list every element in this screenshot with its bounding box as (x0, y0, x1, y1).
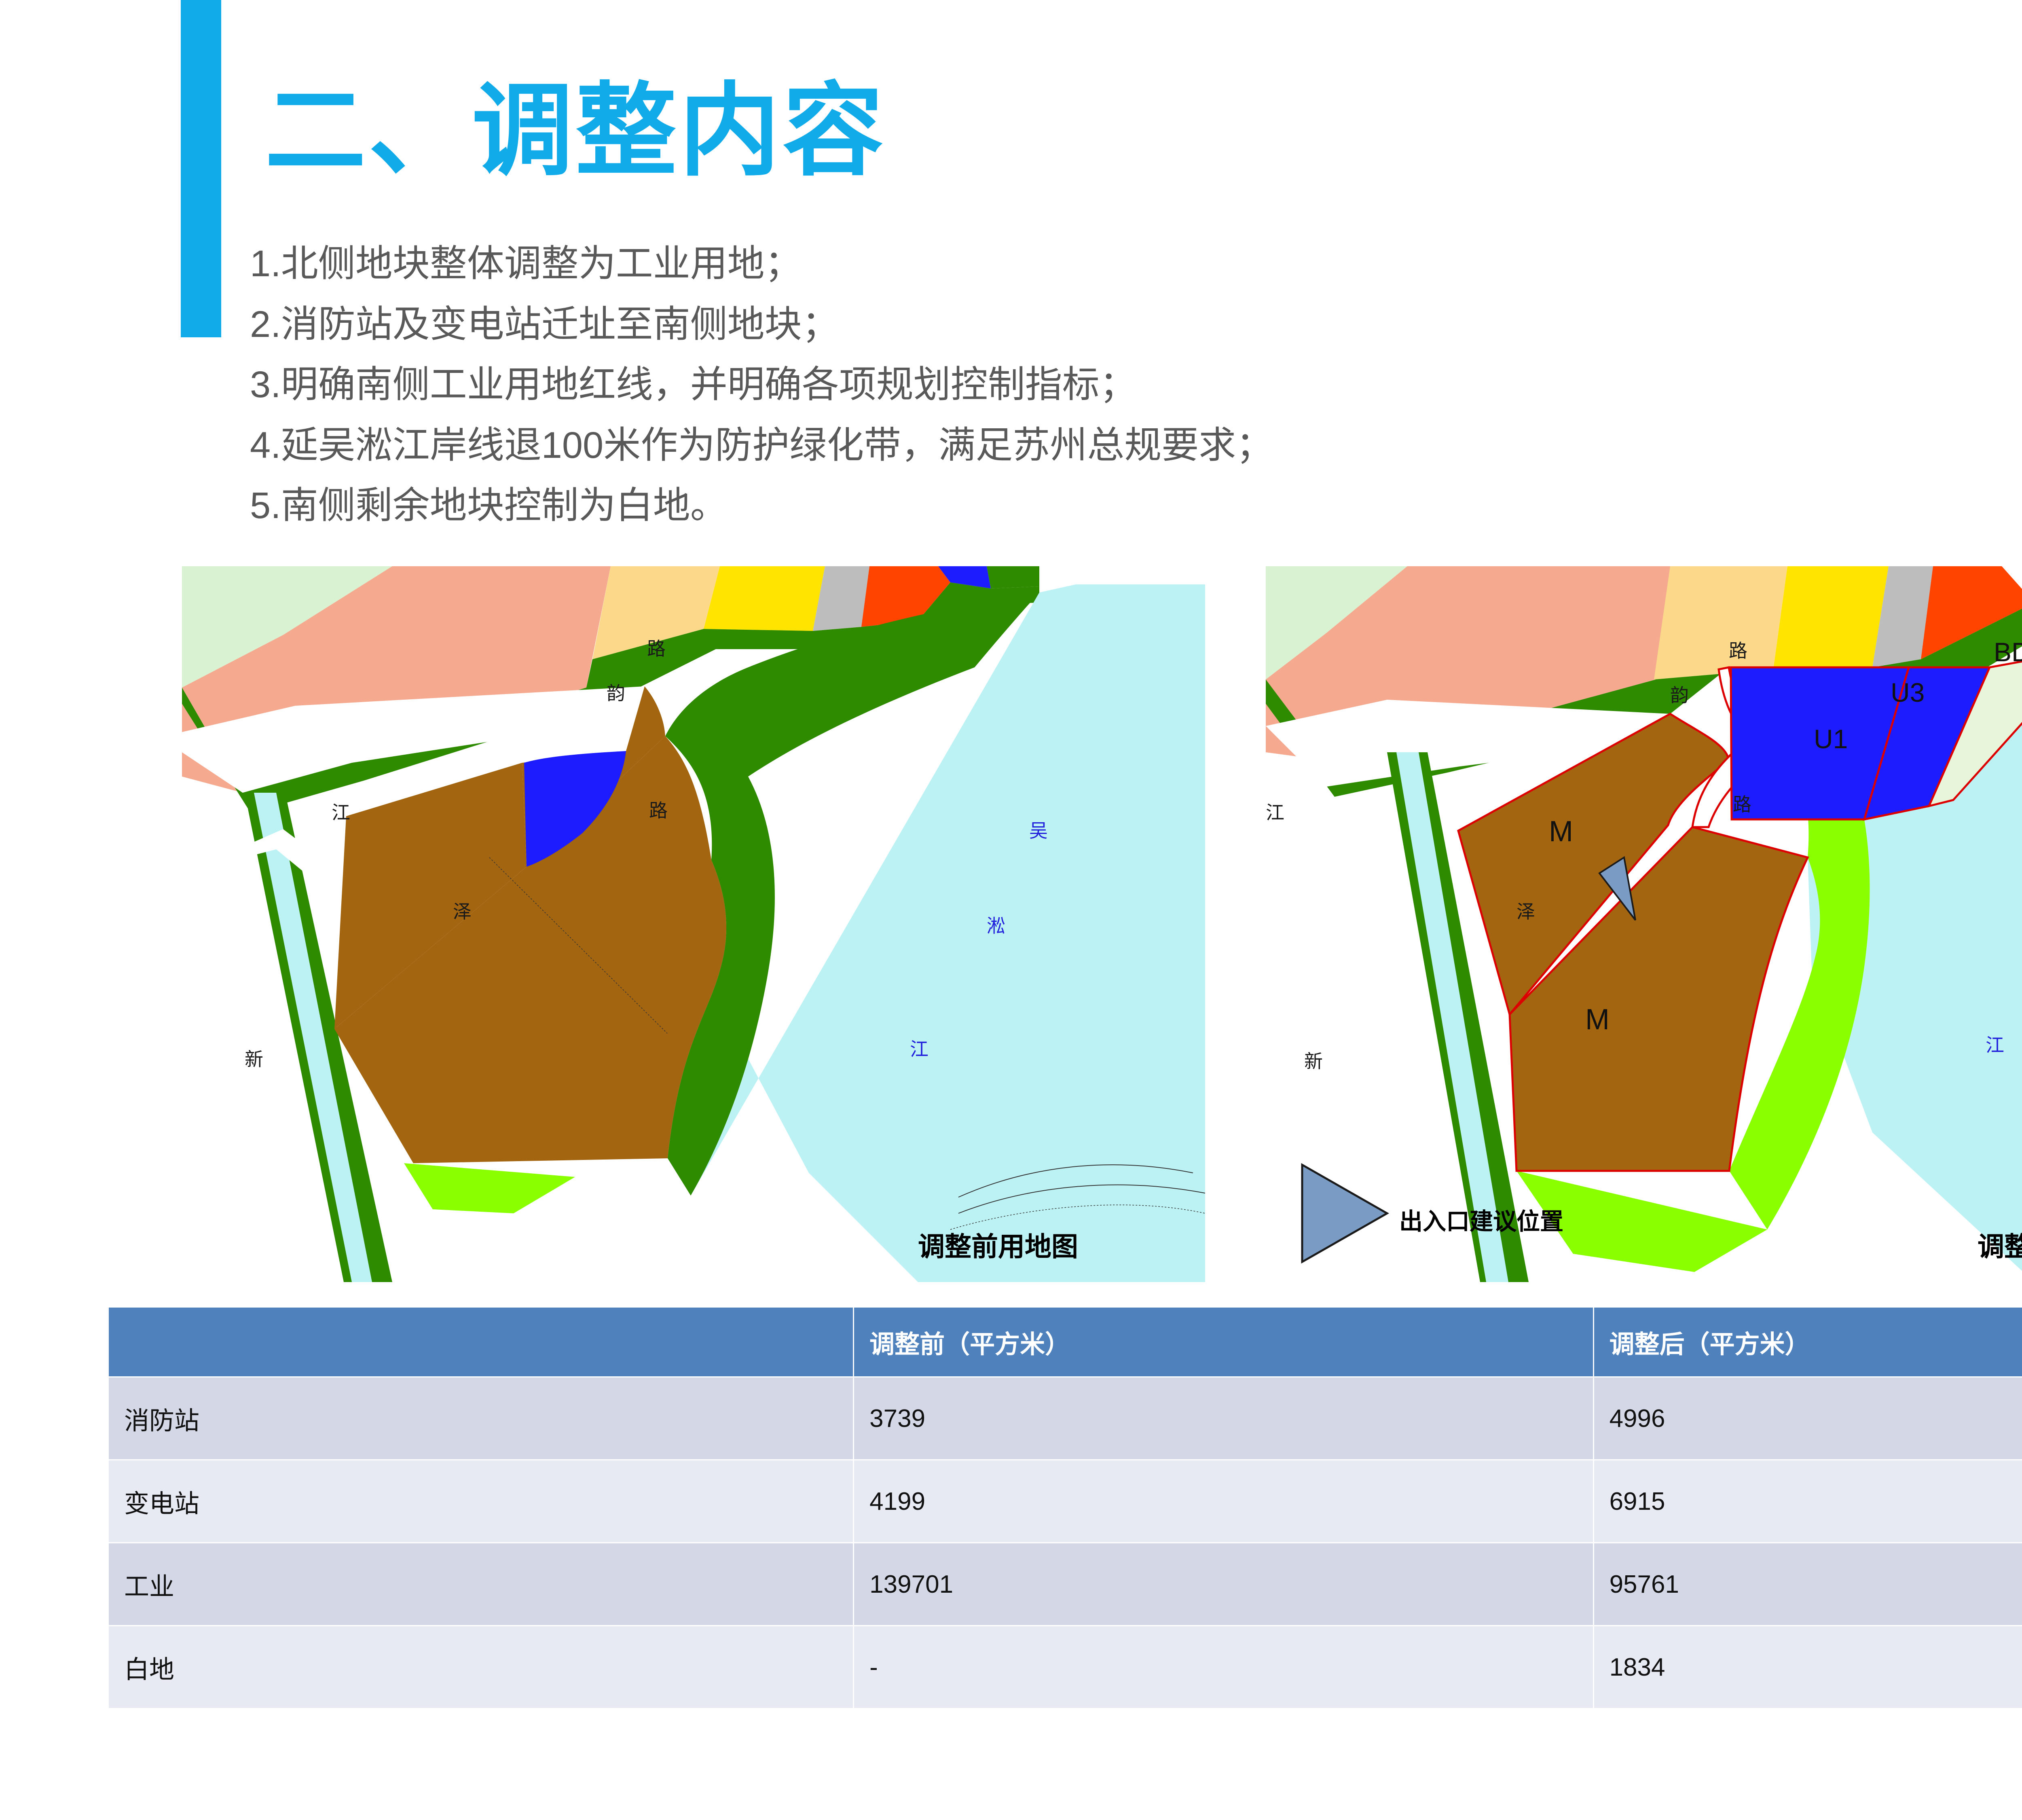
svg-text:U1: U1 (1814, 724, 1848, 754)
svg-text:淞: 淞 (987, 915, 1005, 936)
svg-text:江: 江 (910, 1039, 929, 1060)
svg-text:韵: 韵 (607, 683, 625, 704)
svg-text:路: 路 (649, 800, 668, 821)
svg-text:路: 路 (1729, 640, 1747, 661)
svg-text:出入口建议位置: 出入口建议位置 (1399, 1208, 1563, 1235)
svg-text:江: 江 (1266, 802, 1284, 823)
svg-text:吴: 吴 (1029, 820, 1048, 841)
svg-text:调整后用地图: 调整后用地图 (1978, 1232, 2022, 1261)
svg-text:BD: BD (1994, 637, 2022, 667)
svg-text:新: 新 (1304, 1051, 1323, 1072)
svg-text:江: 江 (1986, 1035, 2004, 1056)
svg-text:路: 路 (647, 638, 666, 659)
svg-text:M: M (1549, 815, 1573, 848)
svg-text:泽: 泽 (1516, 901, 1535, 922)
svg-text:新: 新 (245, 1049, 263, 1070)
svg-text:泽: 泽 (453, 901, 472, 922)
svg-text:调整前用地图: 调整前用地图 (918, 1232, 1078, 1261)
svg-text:江: 江 (332, 802, 350, 823)
svg-text:U3: U3 (1891, 677, 1925, 707)
svg-text:路: 路 (1733, 794, 1751, 815)
svg-text:韵: 韵 (1670, 685, 1689, 706)
